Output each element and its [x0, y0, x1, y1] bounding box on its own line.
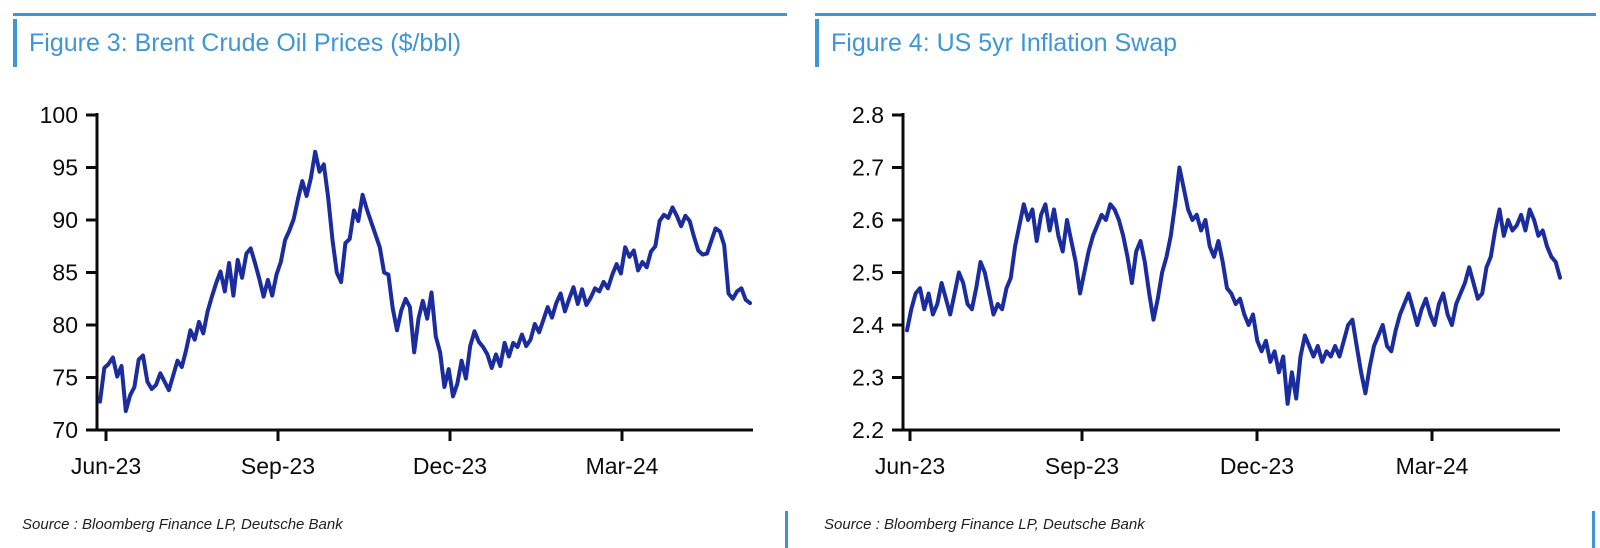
panel-inflation-swap: Figure 4: US 5yr Inflation Swap Source :…	[815, 13, 1596, 548]
source-note-brent: Source : Bloomberg Finance LP, Deutsche …	[22, 516, 343, 533]
figure-title-brent: Figure 3: Brent Crude Oil Prices ($/bbl)	[29, 28, 462, 57]
x-tick-label: Jun-23	[875, 453, 945, 479]
y-tick-label: 75	[52, 365, 78, 391]
inflation-swap-line-chart: 2.2 2.3 2.4 2.5 2.6 2.7 2.8 Jun-23 Sep-23 Dec-23 M…	[852, 102, 1562, 479]
x-tick-label: Jun-23	[71, 453, 141, 479]
panel-title-row: Figure 3: Brent Crude Oil Prices ($/bbl)	[13, 19, 787, 67]
x-tick-label: Sep-23	[241, 453, 315, 479]
figure-title-inflation-swap: Figure 4: US 5yr Inflation Swap	[831, 28, 1177, 57]
y-tick-label: 2.2	[852, 417, 884, 443]
title-accent-bar	[13, 19, 17, 67]
y-tick-label: 80	[52, 312, 78, 338]
x-tick-label: Mar-24	[586, 453, 659, 479]
brent-crude-series-line	[98, 149, 752, 414]
y-tick-label: 2.7	[852, 155, 884, 181]
x-tick-label: Dec-23	[1220, 453, 1294, 479]
page-right-border-bar	[1592, 511, 1595, 548]
x-tick-label: Sep-23	[1045, 453, 1119, 479]
y-tick-label: 70	[52, 417, 78, 443]
y-tick-label: 85	[52, 260, 78, 286]
y-tick-label: 2.8	[852, 102, 884, 128]
source-note-inflation-swap: Source : Bloomberg Finance LP, Deutsche …	[824, 516, 1145, 533]
title-accent-bar	[815, 19, 819, 67]
y-tick-label: 2.3	[852, 365, 884, 391]
panel-top-border	[13, 13, 787, 16]
x-tick-label: Mar-24	[1396, 453, 1469, 479]
panel-divider-bar	[785, 511, 788, 548]
panel-title-row: Figure 4: US 5yr Inflation Swap	[815, 19, 1596, 67]
y-tick-label: 2.6	[852, 207, 884, 233]
brent-line-chart: 70 75 80 85 90 95 100 Jun-23 Sep-23 Dec-23 Mar-24	[40, 102, 753, 479]
y-tick-label: 2.4	[852, 312, 884, 338]
panel-top-border	[815, 13, 1596, 16]
y-tick-label: 90	[52, 207, 78, 233]
y-tick-label: 100	[40, 102, 78, 128]
us-5yr-inflation-swap-series-line	[905, 165, 1562, 406]
panel-brent: Figure 3: Brent Crude Oil Prices ($/bbl)…	[13, 13, 787, 548]
y-tick-label: 2.5	[852, 260, 884, 286]
y-tick-label: 95	[52, 155, 78, 181]
x-tick-label: Dec-23	[413, 453, 487, 479]
